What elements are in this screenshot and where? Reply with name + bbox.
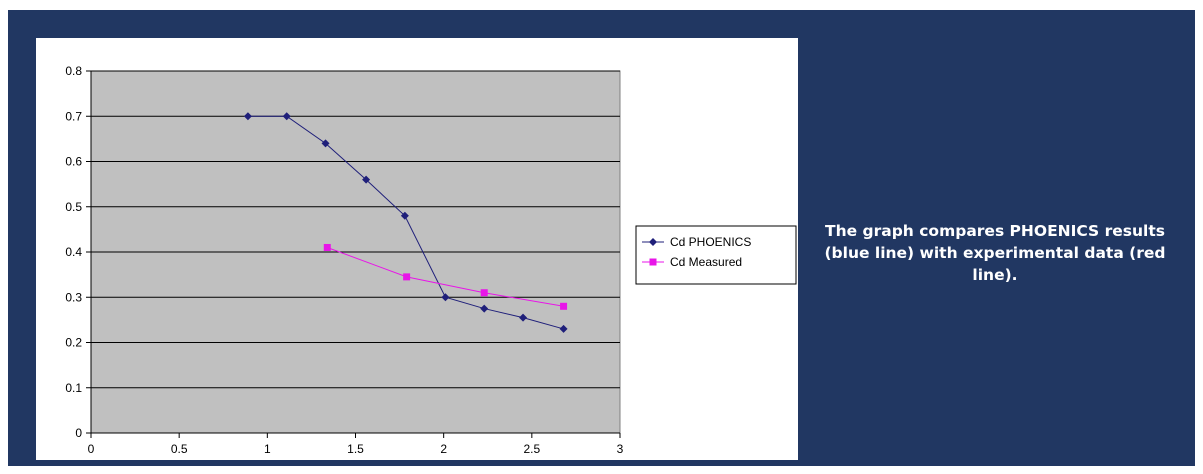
data-point-phoenics — [362, 175, 371, 184]
x-tick-label: 1.5 — [347, 442, 364, 456]
legend-label: Cd PHOENICS — [670, 235, 751, 249]
legend-marker-measured — [649, 258, 657, 266]
slide-background: 0 0.1 0.2 0.3 0.4 0.5 0.6 0.7 0.8 0 0.5 1 1.5 2 2.5 3 Cd… — [8, 10, 1195, 466]
y-tick-label: 0.2 — [65, 336, 82, 350]
data-point-phoenics — [243, 112, 252, 121]
data-point-phoenics — [559, 324, 568, 333]
chart-panel: 0 0.1 0.2 0.3 0.4 0.5 0.6 0.7 0.8 0 0.5 1 1.5 2 2.5 3 Cd… — [36, 38, 798, 460]
x-tick-label: 2.5 — [523, 442, 540, 456]
y-tick-label: 0.4 — [65, 245, 82, 259]
y-tick-label: 0.1 — [65, 381, 82, 395]
x-tick-label: 3 — [617, 442, 624, 456]
data-point-phoenics — [282, 112, 291, 121]
data-point-phoenics — [480, 304, 489, 313]
legend-marker-phoenics — [649, 238, 657, 246]
chart-caption: The graph compares PHOENICS results (blu… — [824, 222, 1166, 284]
legend-box — [635, 225, 797, 285]
line-chart: 0 0.1 0.2 0.3 0.4 0.5 0.6 0.7 0.8 0 0.5 1 1.5 2 2.5 3 Cd… — [65, 64, 797, 456]
data-point-phoenics — [519, 313, 528, 322]
x-tick-label: 2 — [440, 442, 447, 456]
y-tick-label: 0.5 — [65, 200, 82, 214]
x-tick-label: 0.5 — [171, 442, 188, 456]
y-tick-label: 0 — [75, 426, 82, 440]
data-point-phoenics — [321, 139, 330, 148]
y-tick-label: 0.3 — [65, 290, 82, 304]
y-tick-label: 0.7 — [65, 109, 82, 123]
data-point-measured — [323, 243, 331, 251]
legend-label: Cd Measured — [670, 255, 742, 269]
y-tick-label: 0.6 — [65, 155, 82, 169]
x-tick-label: 1 — [264, 442, 271, 456]
series-line-measured — [327, 247, 564, 307]
x-tick-label: 0 — [88, 442, 95, 456]
y-tick-label: 0.8 — [65, 64, 82, 78]
data-point-phoenics — [400, 211, 409, 220]
data-point-phoenics — [441, 293, 450, 302]
data-point-measured — [403, 273, 411, 281]
data-point-measured — [480, 289, 488, 297]
data-point-measured — [560, 302, 568, 310]
